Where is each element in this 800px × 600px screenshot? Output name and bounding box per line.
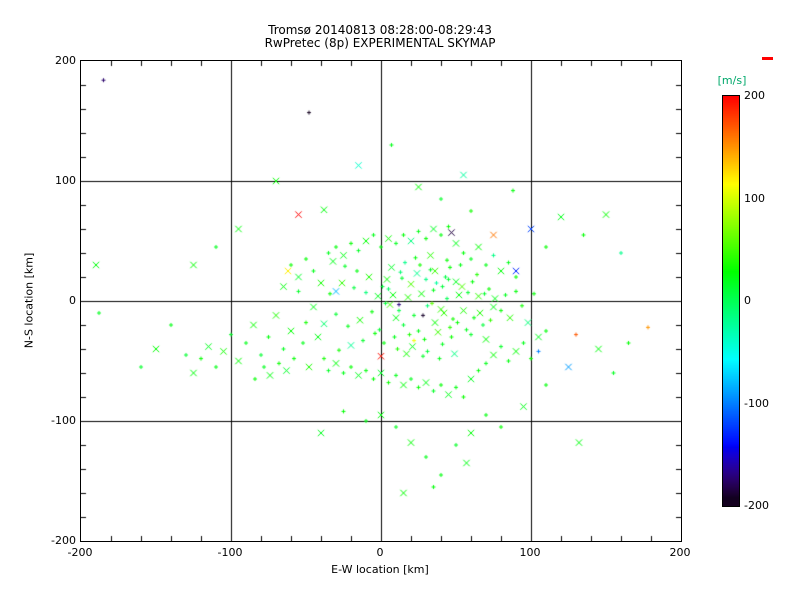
x-tick-label: -200 — [67, 546, 93, 559]
colorbar — [722, 95, 740, 507]
y-tick-label: 200 — [55, 54, 76, 67]
y-tick-label: -200 — [51, 534, 76, 547]
colorbar-gradient — [723, 96, 739, 506]
colorbar-tick-label: -100 — [744, 396, 769, 410]
colorbar-tick-label: 100 — [744, 191, 765, 205]
chart-title-line2: RwPretec (8p) EXPERIMENTAL SKYMAP — [264, 36, 496, 50]
colorbar-label: [m/s] — [717, 74, 747, 87]
colorbar-tick-label: -200 — [744, 499, 769, 512]
colorbar-max-indicator — [762, 57, 773, 60]
y-tick-label: 100 — [55, 174, 76, 187]
plot-area — [80, 60, 682, 542]
x-tick-label: 200 — [669, 546, 691, 559]
y-tick-label: 0 — [69, 294, 76, 307]
x-axis-label: E-W location [km] — [331, 563, 429, 576]
x-tick-label: 100 — [519, 546, 541, 559]
scatter-canvas — [81, 61, 681, 541]
y-tick-label: -100 — [51, 414, 76, 427]
x-tick-label: -100 — [217, 546, 243, 559]
colorbar-tick-label: 200 — [744, 89, 765, 102]
x-tick-label: 0 — [376, 546, 384, 559]
colorbar-tick-label: 0 — [744, 294, 751, 307]
chart-title-line1: Tromsø 20140813 08:28:00-08:29:43 — [268, 23, 492, 37]
